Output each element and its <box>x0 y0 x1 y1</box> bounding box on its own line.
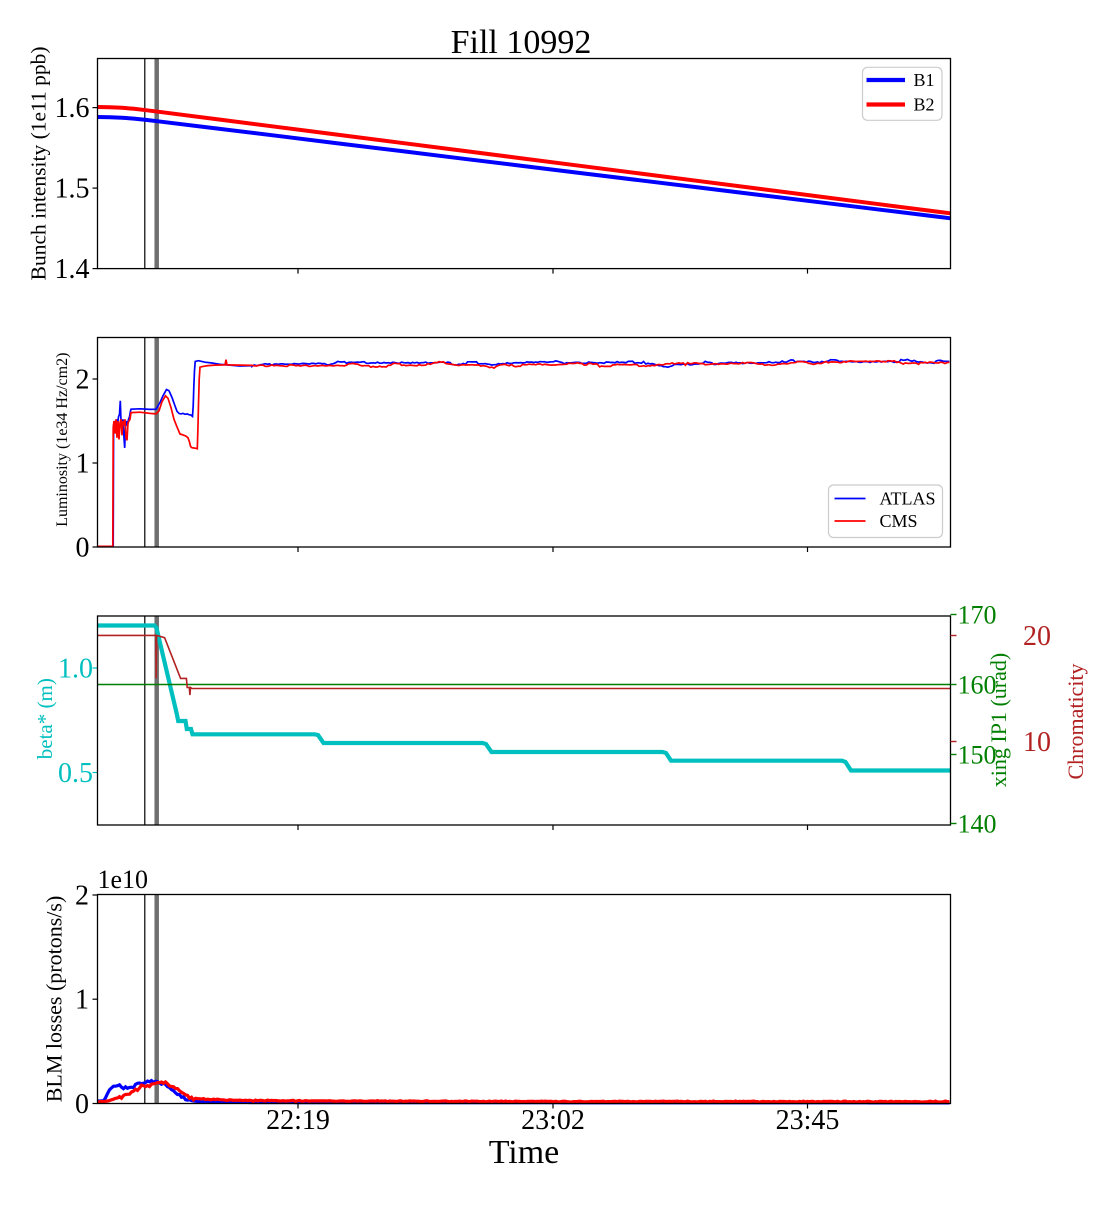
svg-text:2: 2 <box>75 881 89 912</box>
svg-text:xing IP1 (urad): xing IP1 (urad) <box>986 653 1011 787</box>
svg-text:Chromaticity: Chromaticity <box>1063 663 1088 779</box>
svg-text:0: 0 <box>76 533 90 564</box>
svg-text:150: 150 <box>958 740 997 769</box>
svg-text:170: 170 <box>958 600 997 629</box>
svg-text:23:45: 23:45 <box>776 1105 840 1136</box>
svg-text:22:19: 22:19 <box>266 1105 330 1136</box>
svg-text:1: 1 <box>75 985 89 1016</box>
svg-text:160: 160 <box>958 670 997 699</box>
svg-text:23:02: 23:02 <box>521 1105 585 1136</box>
svg-text:Bunch intensity (1e11 ppb): Bunch intensity (1e11 ppb) <box>27 46 51 280</box>
svg-text:Luminosity (1e34 Hz/cm2): Luminosity (1e34 Hz/cm2) <box>54 353 71 527</box>
svg-text:2: 2 <box>76 365 90 396</box>
svg-text:0.5: 0.5 <box>58 758 93 789</box>
svg-text:10: 10 <box>1023 727 1051 758</box>
svg-text:0: 0 <box>75 1089 89 1120</box>
svg-text:B2: B2 <box>914 95 935 115</box>
svg-text:1.6: 1.6 <box>55 93 90 124</box>
svg-text:1e10: 1e10 <box>98 865 149 894</box>
svg-text:Fill 10992: Fill 10992 <box>451 24 592 61</box>
svg-text:1.0: 1.0 <box>58 654 93 685</box>
svg-text:1.5: 1.5 <box>55 174 90 205</box>
svg-text:CMS: CMS <box>880 511 918 531</box>
svg-text:BLM losses (protons/s): BLM losses (protons/s) <box>42 896 67 1103</box>
svg-text:Time: Time <box>489 1134 560 1171</box>
svg-text:beta* (m): beta* (m) <box>33 678 57 759</box>
svg-text:140: 140 <box>958 809 997 838</box>
svg-text:1.4: 1.4 <box>55 254 90 285</box>
svg-text:1: 1 <box>76 449 90 480</box>
svg-text:ATLAS: ATLAS <box>880 489 936 509</box>
svg-text:B1: B1 <box>914 70 935 90</box>
svg-text:20: 20 <box>1023 621 1051 652</box>
